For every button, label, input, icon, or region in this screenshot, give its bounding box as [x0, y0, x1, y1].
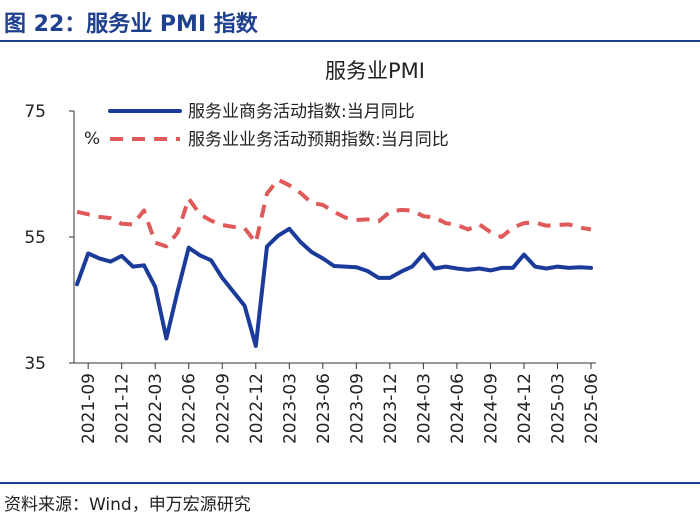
x-tick-label: 2022-12 [247, 373, 267, 444]
axes: 35 55 75 2021-09 2021-12 2022-03 2022-06 2022-0… [24, 102, 602, 444]
x-tick-label: 2021-12 [113, 373, 133, 444]
series-line-business-activity [75, 226, 593, 348]
x-tick-label: 2022-03 [146, 373, 166, 444]
source-note: 资料来源：Wind，申万宏源研究 [4, 495, 251, 515]
x-tick-label: 2023-12 [381, 373, 401, 444]
legend-label-business-activity: 服务业商务活动指数:当月同比 [188, 102, 415, 122]
x-tick-label: 2025-06 [582, 373, 602, 444]
figure-header: 图 22：服务业 PMI 指数 [0, 0, 700, 44]
x-tick-label: 2024-06 [448, 373, 468, 444]
chart-area: 服务业PMI % 服务业商务活动指数:当月同比 服务业业务活动预期指数:当月同比… [24, 59, 602, 444]
y-tick-label: 55 [24, 228, 46, 248]
chart-title: 服务业PMI [325, 59, 425, 83]
x-tick-label: 2025-03 [548, 373, 568, 444]
x-tick-label: 2024-03 [414, 373, 434, 444]
bottom-rule [0, 482, 700, 484]
y-tick-label: 75 [24, 102, 46, 122]
x-tick-label: 2022-09 [213, 373, 233, 444]
legend: 服务业商务活动指数:当月同比 服务业业务活动预期指数:当月同比 [108, 102, 449, 150]
x-tick-label: 2023-09 [347, 373, 367, 444]
top-rule [0, 40, 700, 42]
x-tick-label: 2023-06 [314, 373, 334, 444]
x-tick-label: 2024-12 [515, 373, 535, 444]
series-line-business-expectation [76, 177, 592, 249]
x-tick-label: 2023-03 [280, 373, 300, 444]
figure-title: 图 22：服务业 PMI 指数 [4, 12, 258, 37]
x-tick-label: 2022-06 [180, 373, 200, 444]
legend-label-business-expectation: 服务业业务活动预期指数:当月同比 [188, 130, 449, 150]
x-tick-label: 2024-09 [481, 373, 501, 444]
y-unit-label: % [84, 129, 100, 149]
plot-lines [75, 177, 593, 348]
x-tick-label: 2021-09 [79, 373, 99, 444]
y-tick-label: 35 [24, 354, 46, 374]
